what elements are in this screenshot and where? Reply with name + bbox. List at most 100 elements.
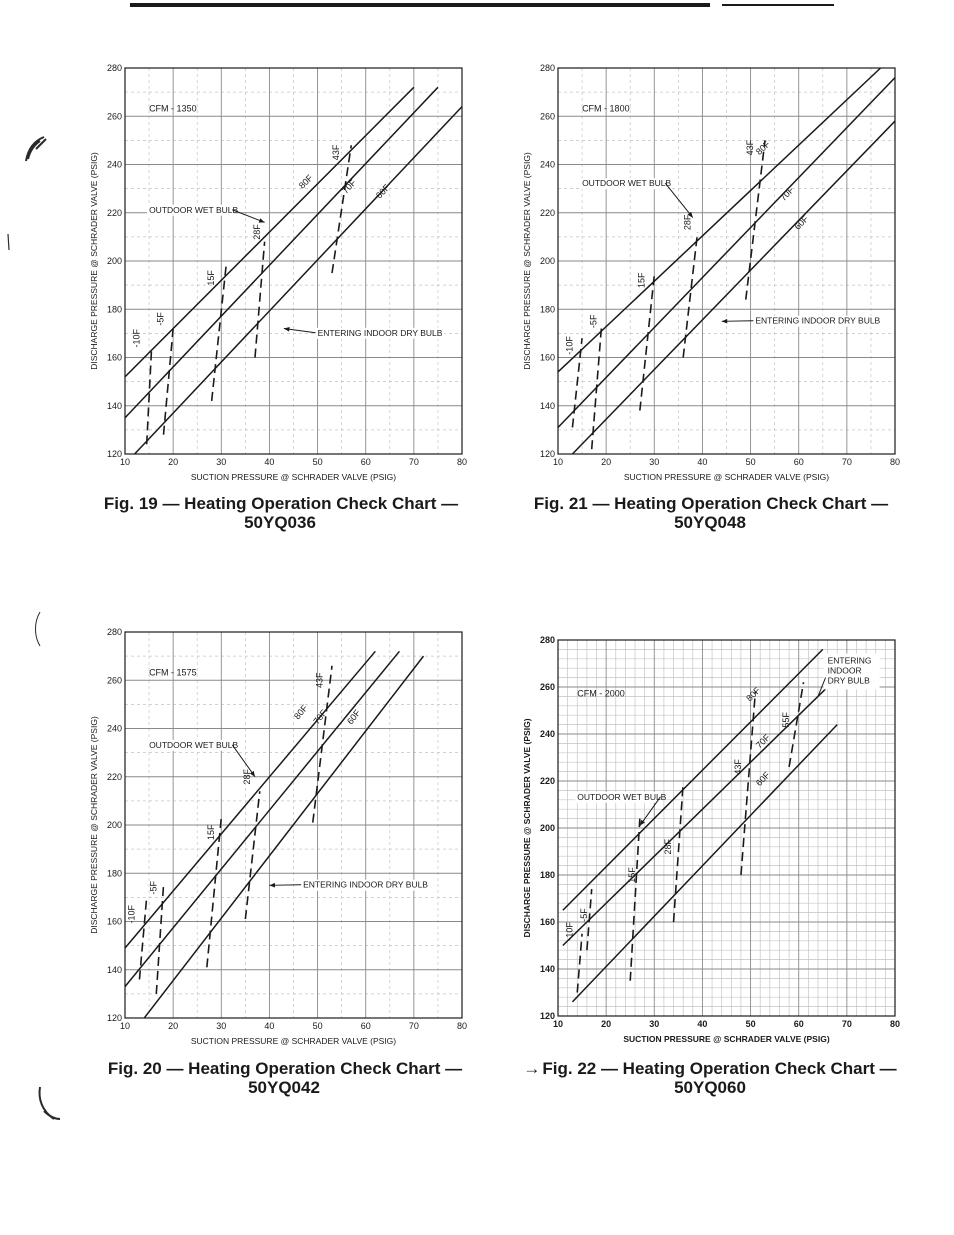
caption-line2: 50YQ048 bbox=[674, 513, 746, 532]
series-line-80F bbox=[562, 648, 824, 911]
wet-bulb-label: 15F bbox=[206, 824, 216, 840]
x-axis-label: SUCTION PRESSURE @ SCHRADER VALVE (PSIG) bbox=[623, 1034, 829, 1044]
wet-bulb-label: 43F bbox=[733, 759, 743, 775]
y-tick-label: 240 bbox=[540, 729, 555, 739]
wet-bulb-line bbox=[682, 231, 699, 358]
series-line-70F bbox=[562, 681, 833, 947]
y-tick-label: 180 bbox=[540, 304, 555, 314]
wet-bulb-label: -5F bbox=[148, 880, 158, 894]
y-tick-label: 220 bbox=[540, 776, 555, 786]
wet-bulb-line bbox=[576, 933, 583, 993]
wet-bulb-label: -5F bbox=[579, 908, 589, 922]
x-tick-label: 50 bbox=[746, 1019, 756, 1029]
series-label: 70F bbox=[778, 184, 796, 202]
x-tick-label: 80 bbox=[890, 1019, 900, 1029]
wet-bulb-label: 43F bbox=[745, 139, 755, 155]
wet-bulb-label: 15F bbox=[637, 272, 647, 288]
chart-fig22-svg: 10 20 30 40 50 60 70 80 120 140 160 180 200 220 240 260… bbox=[522, 635, 900, 1044]
y-axis-label: DISCHARGE PRESSURE @ SCHRADER VALVE (PSI… bbox=[522, 718, 532, 937]
x-tick-label: 60 bbox=[361, 457, 371, 467]
y-tick-label: 260 bbox=[107, 111, 122, 121]
y-tick-label: 280 bbox=[540, 63, 555, 73]
series-label: 70F bbox=[340, 177, 358, 196]
caption-line2: 50YQ060 bbox=[674, 1078, 746, 1097]
y-tick-label: 120 bbox=[107, 1013, 122, 1023]
x-tick-label: 40 bbox=[264, 457, 274, 467]
y-tick-label: 140 bbox=[107, 401, 122, 411]
wet-bulb-line bbox=[586, 889, 593, 951]
y-tick-label: 260 bbox=[540, 682, 555, 692]
annotation-arrow bbox=[639, 796, 661, 826]
wet-bulb-line bbox=[331, 145, 353, 274]
annotation-text: OUTDOOR WET BULB bbox=[149, 740, 238, 750]
caption-line1: Fig. 22 — Heating Operation Check Chart … bbox=[542, 1059, 897, 1078]
wet-bulb-line bbox=[740, 691, 757, 876]
wet-bulb-line bbox=[639, 275, 656, 411]
series-line-70F bbox=[124, 650, 400, 988]
y-tick-label: 260 bbox=[540, 111, 555, 121]
x-tick-label: 20 bbox=[168, 1021, 178, 1031]
cfm-label: CFM - 1575 bbox=[149, 667, 197, 677]
y-axis-label: DISCHARGE PRESSURE @ SCHRADER VALVE (PSI… bbox=[522, 152, 532, 370]
x-tick-label: 40 bbox=[697, 1019, 707, 1029]
chart-fig19: 10 20 30 40 50 60 70 80 120 140 160 180 200 220 240 260… bbox=[85, 58, 470, 488]
x-tick-label: 50 bbox=[313, 1021, 323, 1031]
x-tick-label: 30 bbox=[216, 1021, 226, 1031]
cfm-label: CFM - 1350 bbox=[149, 103, 197, 113]
wet-bulb-label: 43F bbox=[314, 672, 324, 688]
x-tick-label: 70 bbox=[842, 457, 852, 467]
x-axis-label: SUCTION PRESSURE @ SCHRADER VALVE (PSIG) bbox=[624, 472, 829, 482]
series-label: 60F bbox=[792, 213, 810, 231]
annotation-text: ENTERING INDOOR DRY BULB bbox=[318, 328, 443, 338]
y-tick-label: 280 bbox=[540, 635, 555, 645]
x-tick-label: 80 bbox=[890, 457, 900, 467]
y-tick-label: 160 bbox=[107, 917, 122, 927]
annotation-text-line: ENTERING bbox=[828, 656, 872, 666]
top-rule bbox=[130, 3, 710, 7]
wet-bulb-label: 28F bbox=[682, 214, 692, 230]
x-axis-label: SUCTION PRESSURE @ SCHRADER VALVE (PSIG) bbox=[191, 1036, 396, 1046]
series-line-60F bbox=[571, 724, 838, 1003]
wet-bulb-label: 43F bbox=[331, 144, 341, 160]
y-tick-label: 280 bbox=[107, 63, 122, 73]
x-tick-label: 40 bbox=[697, 457, 707, 467]
wet-bulb-label: -5F bbox=[156, 312, 166, 326]
y-tick-label: 140 bbox=[540, 964, 555, 974]
annotation-bg bbox=[301, 879, 430, 891]
caption-fig20: Fig. 20 — Heating Operation Check Chart … bbox=[84, 1059, 484, 1097]
annotation-bg bbox=[575, 791, 663, 803]
y-tick-label: 280 bbox=[107, 627, 122, 637]
plot-frame bbox=[124, 67, 463, 455]
caption-fig19: Fig. 19 — Heating Operation Check Chart … bbox=[80, 494, 480, 532]
scan-mark-left-2 bbox=[35, 611, 41, 647]
series-line-80F bbox=[557, 67, 882, 373]
annotation-arrowhead bbox=[687, 211, 693, 218]
series-line-80F bbox=[124, 650, 376, 949]
annotation-arrow bbox=[664, 182, 694, 218]
series-line-60F bbox=[571, 120, 896, 455]
y-tick-label: 200 bbox=[540, 256, 555, 266]
annotation-bg bbox=[315, 327, 445, 339]
x-tick-label: 20 bbox=[601, 457, 611, 467]
caption-arrow: → bbox=[523, 1059, 541, 1078]
annotation-arrowhead bbox=[721, 318, 728, 324]
scan-mark-left-1 bbox=[7, 233, 10, 251]
wet-bulb-label: 15F bbox=[206, 270, 216, 286]
cfm-label: CFM - 1800 bbox=[582, 103, 630, 113]
x-tick-label: 40 bbox=[264, 1021, 274, 1031]
x-tick-label: 30 bbox=[649, 1019, 659, 1029]
y-tick-label: 260 bbox=[107, 675, 122, 685]
wet-bulb-line bbox=[244, 791, 261, 920]
y-axis-label: DISCHARGE PRESSURE @ SCHRADER VALVE (PSI… bbox=[89, 152, 99, 370]
wet-bulb-label: -10F bbox=[127, 905, 137, 924]
x-tick-label: 20 bbox=[168, 457, 178, 467]
chart-fig21-svg: 10 20 30 40 50 60 70 80 120 140 160 180 200 220 240 260… bbox=[522, 63, 900, 482]
wet-bulb-line bbox=[206, 817, 223, 968]
wet-bulb-label: -10F bbox=[564, 922, 574, 941]
x-tick-label: 80 bbox=[457, 1021, 467, 1031]
annotation-text: OUTDOOR WET BULB bbox=[582, 178, 671, 188]
annotation-bg bbox=[823, 653, 880, 690]
x-tick-label: 50 bbox=[313, 457, 323, 467]
x-axis-label: SUCTION PRESSURE @ SCHRADER VALVE (PSIG) bbox=[191, 472, 396, 482]
annotation-text: ENTERING INDOOR DRY BULB bbox=[303, 880, 428, 890]
